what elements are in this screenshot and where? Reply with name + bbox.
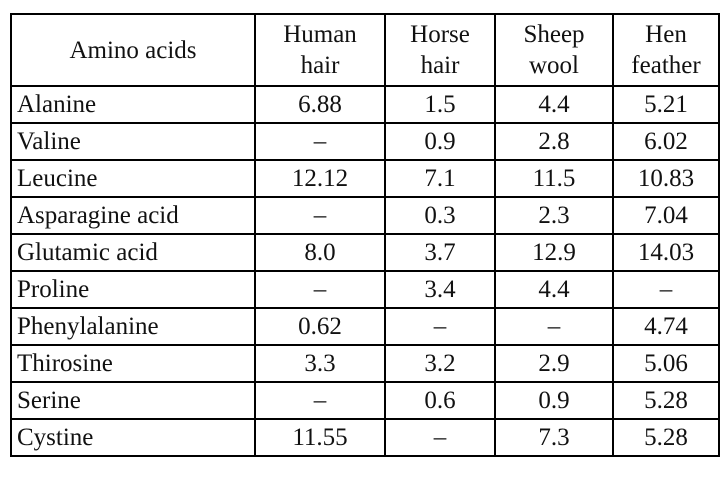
header-sheep-wool: Sheep wool xyxy=(494,13,614,87)
sheep-wool-value: 2.3 xyxy=(494,196,614,235)
horse-hair-value: 3.7 xyxy=(384,233,496,272)
header-horse-hair-line1: Horse xyxy=(410,21,470,48)
header-sheep-wool-line1: Sheep xyxy=(523,21,585,48)
human-hair-value: 11.55 xyxy=(254,418,386,457)
hen-feather-value: 6.02 xyxy=(612,122,720,161)
human-hair-value: – xyxy=(254,381,386,420)
amino-acid-name: Phenylalanine xyxy=(10,307,256,346)
horse-hair-value: 0.6 xyxy=(384,381,496,420)
table-row: Cystine 11.55 – 7.3 5.28 xyxy=(10,418,720,457)
amino-acid-name: Asparagine acid xyxy=(10,196,256,235)
hen-feather-value: 5.21 xyxy=(612,85,720,124)
hen-feather-value: 10.83 xyxy=(612,159,720,198)
hen-feather-value: 14.03 xyxy=(612,233,720,272)
horse-hair-value: 3.4 xyxy=(384,270,496,309)
header-amino-acids: Amino acids xyxy=(10,13,256,87)
amino-acid-name: Proline xyxy=(10,270,256,309)
human-hair-value: 12.12 xyxy=(254,159,386,198)
table-row: Thirosine 3.3 3.2 2.9 5.06 xyxy=(10,344,720,383)
human-hair-value: 3.3 xyxy=(254,344,386,383)
amino-acid-name: Cystine xyxy=(10,418,256,457)
header-human-hair: Human hair xyxy=(254,13,386,87)
human-hair-value: 0.62 xyxy=(254,307,386,346)
table-row: Glutamic acid 8.0 3.7 12.9 14.03 xyxy=(10,233,720,272)
sheep-wool-value: 4.4 xyxy=(494,85,614,124)
header-sheep-wool-line2: wool xyxy=(529,52,579,79)
horse-hair-value: – xyxy=(384,418,496,457)
hen-feather-value: 5.06 xyxy=(612,344,720,383)
human-hair-value: 6.88 xyxy=(254,85,386,124)
sheep-wool-value: – xyxy=(494,307,614,346)
hen-feather-value: – xyxy=(612,270,720,309)
human-hair-value: – xyxy=(254,270,386,309)
amino-acid-table: Amino acids Human hair Horse hair Sheep … xyxy=(10,13,720,457)
table-row: Phenylalanine 0.62 – – 4.74 xyxy=(10,307,720,346)
horse-hair-value: – xyxy=(384,307,496,346)
sheep-wool-value: 4.4 xyxy=(494,270,614,309)
human-hair-value: – xyxy=(254,122,386,161)
table-row: Serine – 0.6 0.9 5.28 xyxy=(10,381,720,420)
sheep-wool-value: 7.3 xyxy=(494,418,614,457)
header-human-hair-line1: Human xyxy=(283,21,357,48)
header-human-hair-line2: hair xyxy=(300,52,340,79)
amino-acid-name: Alanine xyxy=(10,85,256,124)
amino-acid-name: Thirosine xyxy=(10,344,256,383)
table-row: Leucine 12.12 7.1 11.5 10.83 xyxy=(10,159,720,198)
header-hen-feather-line1: Hen xyxy=(645,21,687,48)
amino-acid-name: Leucine xyxy=(10,159,256,198)
amino-acid-name: Valine xyxy=(10,122,256,161)
sheep-wool-value: 2.9 xyxy=(494,344,614,383)
human-hair-value: – xyxy=(254,196,386,235)
header-amino-acids-label: Amino acids xyxy=(69,36,197,64)
sheep-wool-value: 0.9 xyxy=(494,381,614,420)
table-row: Alanine 6.88 1.5 4.4 5.21 xyxy=(10,85,720,124)
header-hen-feather-line2: feather xyxy=(631,52,701,79)
horse-hair-value: 1.5 xyxy=(384,85,496,124)
table-row: Valine – 0.9 2.8 6.02 xyxy=(10,122,720,161)
amino-acid-name: Glutamic acid xyxy=(10,233,256,272)
table-row: Asparagine acid – 0.3 2.3 7.04 xyxy=(10,196,720,235)
hen-feather-value: 5.28 xyxy=(612,418,720,457)
amino-acid-name: Serine xyxy=(10,381,256,420)
table-row: Proline – 3.4 4.4 – xyxy=(10,270,720,309)
horse-hair-value: 7.1 xyxy=(384,159,496,198)
header-horse-hair-line2: hair xyxy=(420,52,460,79)
horse-hair-value: 0.9 xyxy=(384,122,496,161)
header-horse-hair: Horse hair xyxy=(384,13,496,87)
horse-hair-value: 3.2 xyxy=(384,344,496,383)
human-hair-value: 8.0 xyxy=(254,233,386,272)
horse-hair-value: 0.3 xyxy=(384,196,496,235)
sheep-wool-value: 2.8 xyxy=(494,122,614,161)
sheep-wool-value: 12.9 xyxy=(494,233,614,272)
sheep-wool-value: 11.5 xyxy=(494,159,614,198)
hen-feather-value: 5.28 xyxy=(612,381,720,420)
hen-feather-value: 7.04 xyxy=(612,196,720,235)
header-hen-feather: Hen feather xyxy=(612,13,720,87)
header-row: Amino acids Human hair Horse hair Sheep … xyxy=(10,13,720,87)
hen-feather-value: 4.74 xyxy=(612,307,720,346)
